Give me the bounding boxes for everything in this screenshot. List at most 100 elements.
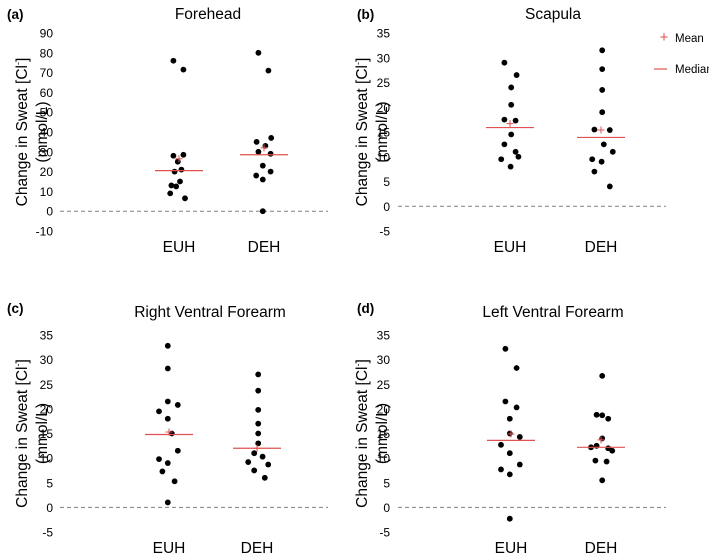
y-axis-label-text: Change in Sweat [Cl xyxy=(354,65,371,206)
data-point xyxy=(508,101,515,108)
data-point xyxy=(255,148,262,155)
data-point xyxy=(168,430,175,437)
y-axis-unit-label: (mmol/L) xyxy=(34,101,51,162)
y-tick-label: 10 xyxy=(377,150,391,164)
y-tick-label: 0 xyxy=(383,200,390,214)
y-tick-label: 20 xyxy=(40,165,54,179)
y-tick-label: 5 xyxy=(383,175,390,189)
y-axis-label: Change in Sweat [Cl-] xyxy=(13,58,31,207)
data-point xyxy=(182,195,188,202)
data-point xyxy=(599,109,606,116)
y-tick-label: 90 xyxy=(40,27,54,41)
data-point xyxy=(259,162,266,169)
data-point xyxy=(171,168,178,175)
data-point xyxy=(267,168,274,175)
y-tick-label: 5 xyxy=(46,476,53,490)
data-point xyxy=(589,156,596,163)
data-point xyxy=(255,420,262,427)
y-tick-label: 35 xyxy=(377,27,391,41)
y-tick-label: 50 xyxy=(40,106,54,120)
data-point xyxy=(170,57,177,64)
data-point xyxy=(164,342,171,349)
y-tick-label: 20 xyxy=(377,101,391,115)
legend-mean-label: Mean xyxy=(675,33,704,45)
data-point xyxy=(606,127,613,133)
y-tick-label: 30 xyxy=(40,353,54,367)
data-point xyxy=(508,131,515,138)
y-axis-label-text: Change in Sweat [Cl xyxy=(14,65,31,206)
data-point xyxy=(501,59,508,66)
data-point xyxy=(591,168,598,175)
data-point xyxy=(259,208,266,215)
data-point xyxy=(164,415,171,422)
y-axis-label-bracket: ] xyxy=(14,359,31,363)
data-point xyxy=(267,150,274,157)
data-point xyxy=(593,411,600,418)
panel-label: (a) xyxy=(7,7,24,22)
chart-title: Scapula xyxy=(525,6,581,23)
y-tick-label: -5 xyxy=(42,526,53,540)
y-axis-label: Change in Sweat [Cl-] xyxy=(353,359,371,508)
y-tick-label: 80 xyxy=(40,46,54,60)
chart-panel-1: (a) Forehead Change in Sweat [Cl-](mmol/L)… xyxy=(7,6,328,256)
data-point xyxy=(168,182,175,189)
y-tick-label: 10 xyxy=(40,185,54,199)
data-point xyxy=(606,183,613,190)
data-point xyxy=(516,461,523,468)
data-point xyxy=(255,430,262,437)
y-tick-label: -10 xyxy=(36,225,54,239)
data-point xyxy=(265,67,272,74)
data-point xyxy=(164,499,171,506)
group-deh xyxy=(577,47,625,190)
data-point xyxy=(498,441,504,448)
y-tick-label: 0 xyxy=(383,501,390,515)
y-axis-label: Change in Sweat [Cl-] xyxy=(13,359,31,508)
x-tick-label-deh: DEH xyxy=(585,540,618,557)
chart-title: Right Ventral Forearm xyxy=(134,304,286,321)
data-point xyxy=(167,190,174,197)
data-point xyxy=(513,404,520,411)
y-axis-label-bracket: ] xyxy=(354,359,371,363)
y-axis-unit-label: (mmol/L) xyxy=(374,403,391,464)
data-point xyxy=(506,450,513,457)
data-point xyxy=(516,434,523,440)
x-tick-label-euh: EUH xyxy=(495,540,528,557)
data-point xyxy=(507,163,514,170)
data-point xyxy=(265,461,272,468)
legend: + Mean Median xyxy=(654,29,709,76)
chart-panel-3: (c) Right Ventral Forearm Change in Sweat … xyxy=(7,301,328,557)
y-tick-label: 25 xyxy=(377,378,391,392)
y-tick-label: 0 xyxy=(46,205,53,219)
data-point xyxy=(259,453,266,460)
data-point xyxy=(251,450,258,457)
data-point xyxy=(599,477,606,484)
data-point xyxy=(253,172,260,179)
data-point xyxy=(609,447,616,454)
data-point xyxy=(513,365,520,371)
chart-title: Left Ventral Forearm xyxy=(482,304,623,321)
panel-label: (b) xyxy=(357,7,374,22)
legend-median-label: Median xyxy=(675,64,709,76)
data-point xyxy=(259,176,266,183)
y-tick-label: 30 xyxy=(377,51,391,65)
data-point xyxy=(609,148,616,155)
y-tick-label: -5 xyxy=(379,225,390,239)
group-euh xyxy=(145,342,193,506)
y-tick-label: 35 xyxy=(40,329,54,343)
data-point xyxy=(255,406,262,413)
panel-label: (c) xyxy=(7,301,24,316)
data-point xyxy=(156,408,162,415)
data-point xyxy=(502,398,509,405)
data-point xyxy=(170,152,177,159)
y-axis-unit-label: (mmol/L) xyxy=(34,403,51,464)
data-point xyxy=(255,371,262,378)
x-tick-label-deh: DEH xyxy=(241,540,274,557)
data-point xyxy=(599,47,606,54)
chart-title: Forehead xyxy=(175,6,241,23)
y-axis-label: Change in Sweat [Cl-] xyxy=(353,58,371,207)
data-point xyxy=(506,415,513,422)
y-axis-label-superscript: - xyxy=(353,62,363,65)
data-point xyxy=(180,151,187,158)
